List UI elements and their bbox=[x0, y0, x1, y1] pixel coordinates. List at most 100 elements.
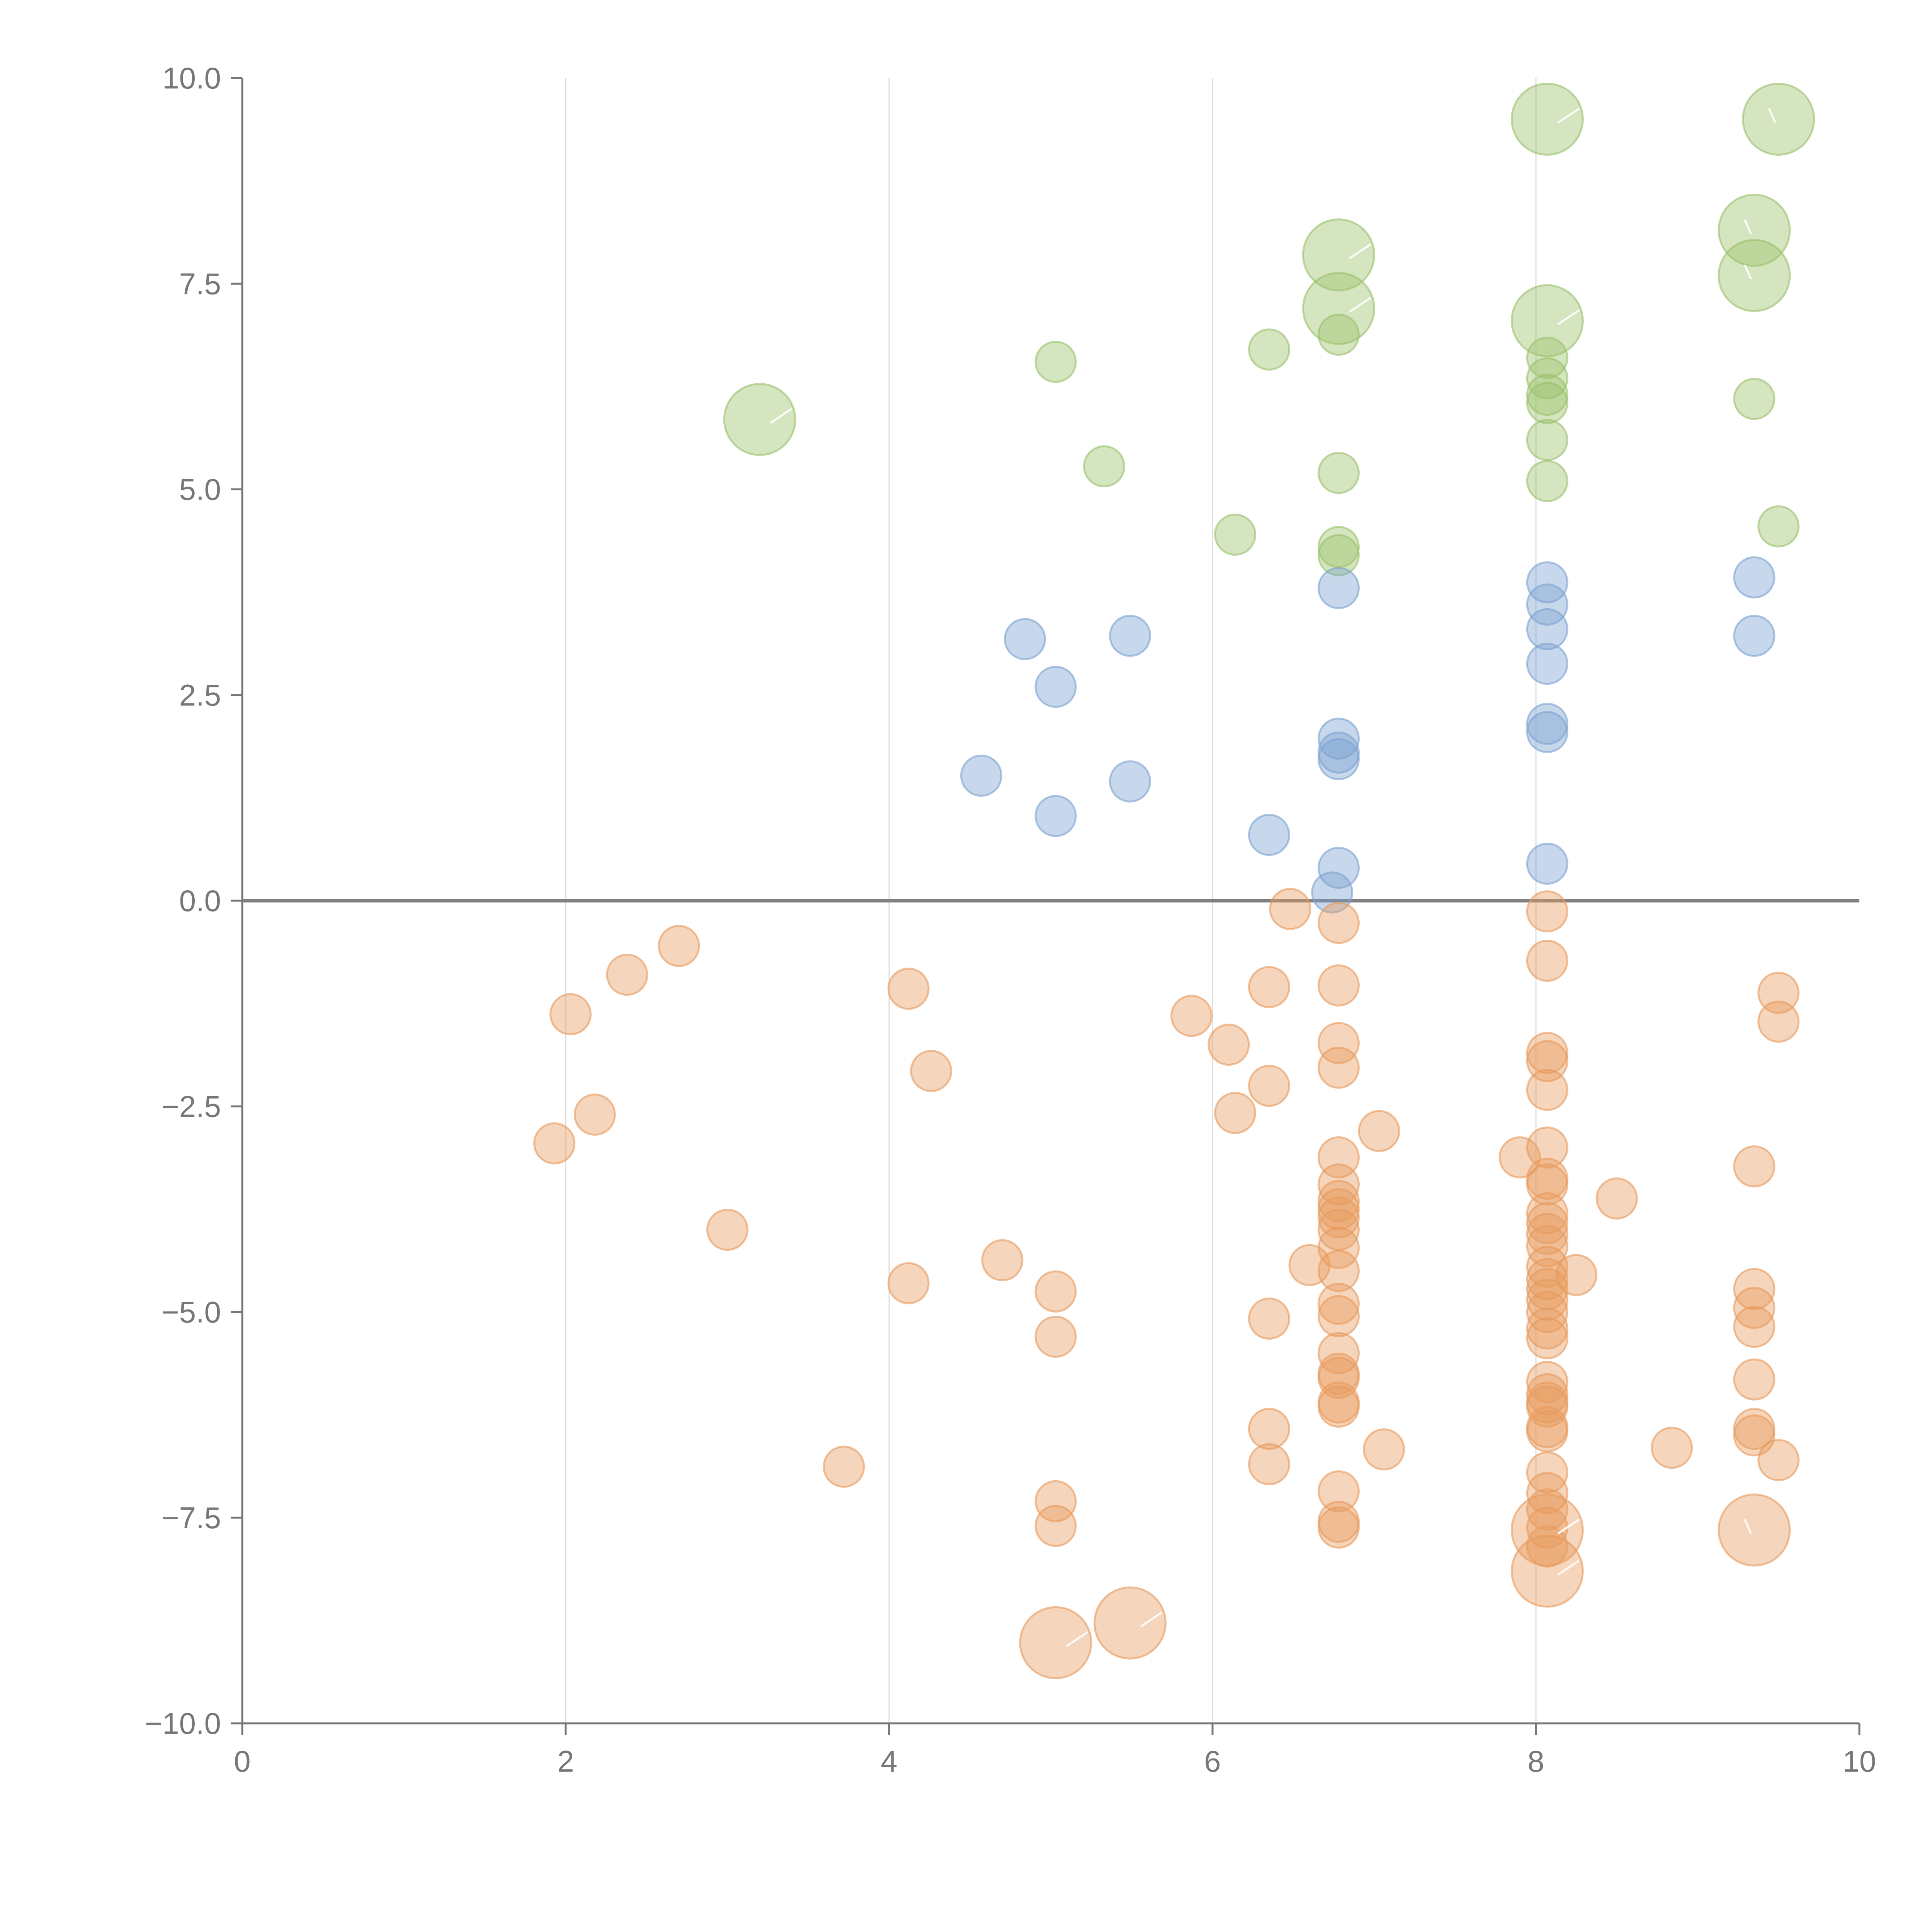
data-point-high-18 bbox=[1526, 460, 1568, 502]
data-point-low-28 bbox=[1317, 964, 1360, 1007]
data-point-low-23 bbox=[1248, 1408, 1290, 1450]
data-point-low-45 bbox=[1317, 1385, 1360, 1428]
data-point-high-1 bbox=[1034, 341, 1077, 383]
series-low bbox=[533, 888, 1800, 1679]
x-tick-label: 6 bbox=[1204, 1744, 1221, 1778]
y-tick-label: 7.5 bbox=[179, 267, 221, 301]
data-point-low-84 bbox=[1555, 1254, 1598, 1296]
data-point-low-43 bbox=[1317, 1357, 1360, 1399]
data-point-high-17 bbox=[1526, 419, 1568, 461]
data-point-low-3 bbox=[606, 954, 648, 996]
data-points bbox=[533, 82, 1815, 1679]
data-point-low-91 bbox=[1733, 1358, 1776, 1401]
data-point-high-12 bbox=[1510, 284, 1584, 357]
data-point-mid-19 bbox=[1526, 842, 1568, 885]
data-point-low-14 bbox=[1034, 1505, 1077, 1547]
data-point-mid-21 bbox=[1733, 614, 1776, 657]
data-point-high-10 bbox=[1317, 534, 1360, 577]
data-point-low-62 bbox=[1526, 1213, 1568, 1255]
x-tick-label: 8 bbox=[1527, 1744, 1544, 1778]
data-point-low-10 bbox=[981, 1239, 1024, 1281]
y-tick-label: 0.0 bbox=[179, 884, 221, 918]
data-point-mid-20 bbox=[1733, 556, 1776, 599]
data-point-high-5 bbox=[1302, 218, 1375, 292]
data-point-low-81 bbox=[1510, 1493, 1584, 1567]
data-point-low-68 bbox=[1526, 1291, 1568, 1333]
data-point-low-53 bbox=[1526, 939, 1568, 982]
leader-line-high-12 bbox=[1557, 309, 1580, 325]
leader-line-low-83 bbox=[1557, 1560, 1580, 1576]
y-tick-label: −5.0 bbox=[162, 1295, 221, 1329]
x-tick-label: 2 bbox=[557, 1744, 574, 1778]
data-point-low-59 bbox=[1526, 1163, 1568, 1206]
data-point-low-97 bbox=[1757, 1439, 1800, 1481]
data-point-low-17 bbox=[1170, 995, 1213, 1037]
data-point-low-6 bbox=[823, 1446, 865, 1488]
data-point-low-24 bbox=[1248, 1443, 1290, 1485]
data-point-low-1 bbox=[549, 993, 592, 1036]
data-point-low-52 bbox=[1526, 890, 1568, 933]
leader-line-low-94 bbox=[1743, 1519, 1752, 1534]
leader-line-high-22 bbox=[1768, 108, 1776, 123]
data-point-low-16 bbox=[1094, 1586, 1167, 1660]
data-point-low-22 bbox=[1248, 1298, 1290, 1340]
x-tick-label: 0 bbox=[234, 1744, 250, 1778]
y-tick-label: −10.0 bbox=[145, 1706, 221, 1740]
data-point-low-48 bbox=[1317, 1506, 1360, 1549]
data-point-low-85 bbox=[1595, 1177, 1638, 1220]
data-point-mid-15 bbox=[1526, 608, 1568, 650]
data-point-low-21 bbox=[1248, 1065, 1290, 1107]
data-point-high-0 bbox=[723, 383, 796, 456]
data-point-low-69 bbox=[1526, 1307, 1568, 1350]
data-point-low-13 bbox=[1034, 1480, 1077, 1522]
data-point-low-9 bbox=[910, 1050, 952, 1092]
data-point-mid-13 bbox=[1526, 561, 1568, 604]
leader-line-low-81 bbox=[1557, 1519, 1580, 1534]
y-tick-label: 10.0 bbox=[162, 61, 221, 95]
data-point-low-61 bbox=[1526, 1202, 1568, 1245]
x-tick-label: 10 bbox=[1843, 1744, 1876, 1778]
data-point-low-15 bbox=[1019, 1606, 1092, 1679]
data-point-high-3 bbox=[1214, 514, 1257, 556]
data-point-mid-7 bbox=[1317, 567, 1360, 609]
data-point-high-23 bbox=[1757, 505, 1800, 548]
data-point-mid-0 bbox=[960, 754, 1003, 797]
data-point-mid-2 bbox=[1034, 665, 1077, 708]
y-tick-label: 5.0 bbox=[179, 473, 221, 507]
y-tick-label: 2.5 bbox=[179, 678, 221, 712]
data-point-high-11 bbox=[1510, 82, 1584, 156]
data-point-low-18 bbox=[1208, 1024, 1250, 1066]
data-point-low-4 bbox=[658, 925, 700, 967]
data-point-high-20 bbox=[1718, 239, 1791, 312]
data-point-low-8 bbox=[887, 1262, 930, 1304]
data-point-low-57 bbox=[1526, 1126, 1568, 1169]
data-point-low-70 bbox=[1526, 1317, 1568, 1360]
data-point-low-19 bbox=[1214, 1092, 1257, 1134]
x-axis-ticks: 0 2 4 6 8 10 bbox=[234, 1723, 1876, 1778]
data-point-low-5 bbox=[706, 1209, 748, 1251]
data-point-low-89 bbox=[1733, 1287, 1776, 1329]
data-point-high-14 bbox=[1526, 357, 1568, 400]
data-point-low-29 bbox=[1317, 1022, 1360, 1064]
data-point-low-27 bbox=[1317, 901, 1360, 944]
data-point-low-67 bbox=[1526, 1279, 1568, 1321]
data-point-low-94 bbox=[1718, 1493, 1791, 1567]
data-point-low-2 bbox=[573, 1094, 616, 1136]
data-point-low-95 bbox=[1757, 971, 1800, 1014]
data-point-mid-14 bbox=[1526, 583, 1568, 626]
leader-line-high-11 bbox=[1557, 107, 1580, 124]
data-point-mid-3 bbox=[1034, 795, 1077, 837]
data-point-low-12 bbox=[1034, 1315, 1077, 1358]
data-point-low-25 bbox=[1269, 888, 1311, 930]
data-point-low-49 bbox=[1358, 1110, 1400, 1152]
leader-line-low-16 bbox=[1140, 1611, 1163, 1628]
x-tick-label: 4 bbox=[881, 1744, 897, 1778]
leader-line-high-20 bbox=[1743, 264, 1752, 280]
data-point-low-30 bbox=[1317, 1046, 1360, 1089]
data-point-low-20 bbox=[1248, 966, 1290, 1009]
data-point-low-46 bbox=[1317, 1470, 1360, 1513]
data-point-low-0 bbox=[533, 1122, 576, 1165]
y-tick-label: −2.5 bbox=[162, 1089, 221, 1123]
data-point-high-2 bbox=[1083, 445, 1126, 488]
data-point-mid-18 bbox=[1526, 711, 1568, 753]
